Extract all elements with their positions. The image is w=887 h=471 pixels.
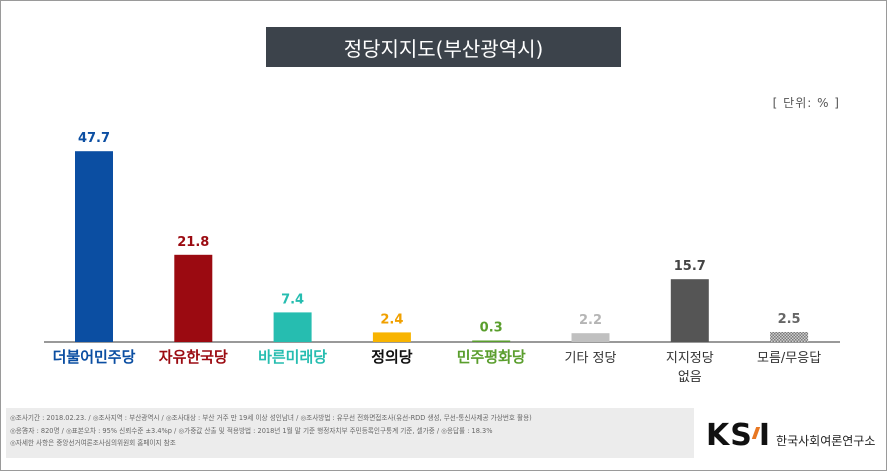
category-label-4: 민주평화당 [457, 348, 526, 366]
footer-line-2: ◎응答자 : 820명 / ◎표본오차 : 95% 신뢰수준 ±3.4%p / … [10, 426, 493, 435]
logo-mark-right: I [758, 418, 772, 453]
footer-line-1: ◎조사기간 : 2018.02.23. / ◎조사지역 : 부산광역시 / ◎조… [10, 414, 532, 422]
bar-chart: 47.7 더불어민주당 21.8 자유한국당 7.4 바른미래당 2.4 정의당 0.3 민주평화… [44, 131, 840, 385]
value-label-4: 0.3 [480, 321, 503, 336]
category-label-3: 정의당 [371, 348, 413, 366]
value-label-2: 7.4 [281, 292, 304, 307]
value-label-0: 47.7 [78, 131, 110, 146]
value-label-6: 15.7 [674, 259, 706, 274]
ksoi-logo: KS I 한국사회여론연구소 [706, 418, 875, 453]
value-label-5: 2.2 [579, 313, 602, 328]
value-label-1: 21.8 [177, 235, 209, 250]
bar-7 [770, 332, 809, 342]
category-label-6-line-0: 지지정당 [666, 351, 714, 366]
logo-mark: KS I [706, 418, 771, 453]
logo-org-name: 한국사회여론연구소 [776, 434, 876, 448]
value-label-3: 2.4 [380, 312, 403, 327]
survey-footer: ◎조사기간 : 2018.02.23. / ◎조사지역 : 부산광역시 / ◎조… [6, 408, 694, 458]
bar-5 [571, 333, 610, 342]
category-label-1: 자유한국당 [159, 348, 228, 366]
bar-2 [273, 312, 312, 342]
category-label-2: 바른미래당 [258, 348, 327, 366]
category-label-5: 기타 정당 [565, 351, 617, 366]
bar-6 [670, 279, 709, 342]
logo-mark-left: KS [706, 418, 753, 453]
category-label-0: 더불어민주당 [53, 348, 136, 366]
bar-0 [75, 151, 113, 342]
chart-title: 정당지지도(부산광역시) [266, 27, 621, 67]
bar-1 [174, 254, 213, 342]
unit-label: [ 단위: % ] [772, 96, 840, 110]
category-label-7: 모름/무응답 [757, 351, 821, 366]
bar-4 [472, 340, 511, 342]
value-label-7: 2.5 [778, 312, 801, 327]
bar-3 [372, 332, 411, 342]
category-label-6-line-1: 없음 [678, 370, 702, 385]
footer-line-3: ◎자세한 사항은 중앙선거여론조사심의위원회 홈페이지 참조 [10, 439, 176, 447]
